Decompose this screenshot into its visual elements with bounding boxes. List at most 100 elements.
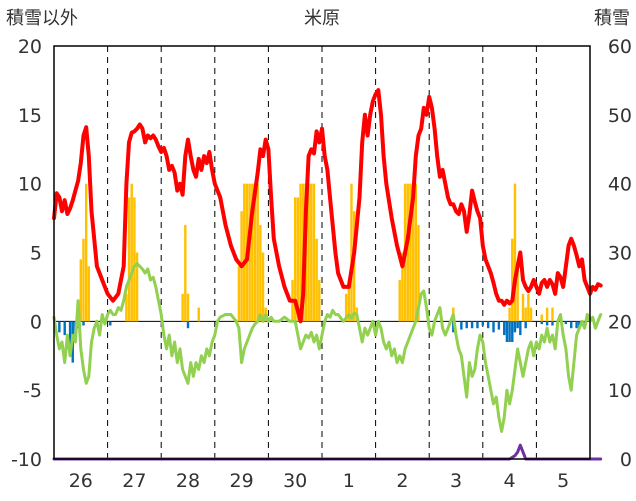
chart-title: 米原	[304, 8, 340, 29]
y-left-axis-label: 積雪以外	[6, 8, 78, 29]
bar	[82, 238, 85, 322]
y-left-ticks: 20 15 10 5 0 -5 -10	[11, 36, 42, 471]
y-left-tick-label: 10	[18, 174, 42, 196]
bar	[135, 252, 139, 322]
x-tick-label: 27	[122, 470, 146, 492]
bar	[545, 307, 549, 322]
bar	[406, 183, 409, 322]
bar	[293, 197, 297, 322]
bar	[411, 183, 415, 322]
bar	[87, 266, 91, 322]
bar	[68, 321, 72, 349]
bar	[133, 197, 136, 322]
bar	[505, 321, 509, 342]
grid-lines	[54, 46, 590, 459]
x-tick-label: 26	[69, 470, 93, 492]
bar	[186, 321, 190, 329]
x-tick-label: 5	[557, 470, 569, 492]
bar	[344, 293, 348, 322]
bar	[307, 183, 310, 322]
bar	[251, 183, 254, 322]
bar	[511, 321, 514, 342]
x-tick-label: 2	[396, 470, 408, 492]
plot-border	[53, 45, 591, 460]
bar	[452, 321, 455, 333]
bar	[184, 224, 187, 322]
bar	[398, 280, 401, 322]
bar	[299, 183, 302, 322]
bar	[497, 321, 501, 330]
y-left-tick-label: -5	[23, 380, 42, 402]
bar	[524, 307, 527, 322]
bar	[318, 280, 321, 322]
bar	[521, 293, 525, 322]
bar	[516, 266, 519, 322]
x-ticks: 26 27 28 29 30 1 2 3 4 5	[69, 470, 570, 492]
y-right-tick-label: 10	[608, 380, 632, 402]
bar	[511, 238, 514, 322]
bar	[508, 321, 511, 342]
bar	[186, 293, 190, 322]
bar	[481, 321, 485, 326]
bar	[513, 183, 517, 322]
bar	[545, 321, 549, 326]
bar	[82, 321, 85, 326]
y-right-tick-label: 40	[608, 174, 632, 196]
bar	[315, 238, 318, 322]
bar	[470, 321, 474, 329]
bar	[310, 183, 313, 322]
y-right-ticks: 60 50 40 30 20 10 0	[608, 36, 632, 471]
bar	[529, 307, 533, 322]
y-left-tick-label: -10	[11, 449, 42, 471]
y-right-tick-label: 20	[608, 311, 632, 333]
x-tick-label: 30	[283, 470, 307, 492]
y-right-tick-label: 50	[608, 105, 632, 127]
y-left-tick-label: 20	[18, 36, 42, 58]
bar	[524, 321, 527, 329]
bar	[570, 321, 573, 329]
bar	[414, 183, 418, 322]
bar	[519, 321, 522, 336]
bar	[84, 183, 88, 322]
bar	[79, 259, 83, 322]
bar	[261, 252, 265, 322]
y-right-tick-label: 30	[608, 243, 632, 265]
y-right-tick-label: 0	[620, 449, 632, 471]
bar	[486, 321, 490, 329]
bar	[130, 183, 133, 322]
series-line	[52, 262, 603, 433]
bar	[540, 321, 543, 325]
bar	[460, 321, 463, 330]
bar	[347, 280, 351, 322]
y-right-tick-label: 60	[608, 36, 632, 58]
bar	[58, 321, 61, 333]
bar	[197, 307, 200, 322]
x-tick-label: 1	[343, 470, 355, 492]
bar	[409, 183, 412, 322]
series-line	[52, 443, 603, 461]
bar	[513, 321, 517, 333]
bar	[551, 321, 554, 326]
bar	[127, 197, 131, 322]
x-tick-label: 4	[504, 470, 516, 492]
x-tick-label: 29	[230, 470, 254, 492]
plot-frame	[53, 45, 591, 460]
bar	[508, 307, 511, 322]
bar	[503, 321, 506, 336]
bar	[181, 293, 184, 322]
y-left-tick-label: 5	[30, 243, 42, 265]
bar	[125, 293, 128, 322]
y-left-tick-label: 15	[18, 105, 42, 127]
bar	[575, 321, 578, 329]
y-left-tick-label: 0	[30, 311, 42, 333]
bar	[253, 183, 257, 322]
bar	[540, 314, 543, 322]
bar	[516, 321, 519, 329]
bar	[417, 224, 420, 322]
bar	[256, 183, 259, 322]
bar	[237, 266, 241, 322]
bar	[527, 293, 530, 322]
bar	[296, 197, 300, 322]
bar	[551, 307, 554, 322]
